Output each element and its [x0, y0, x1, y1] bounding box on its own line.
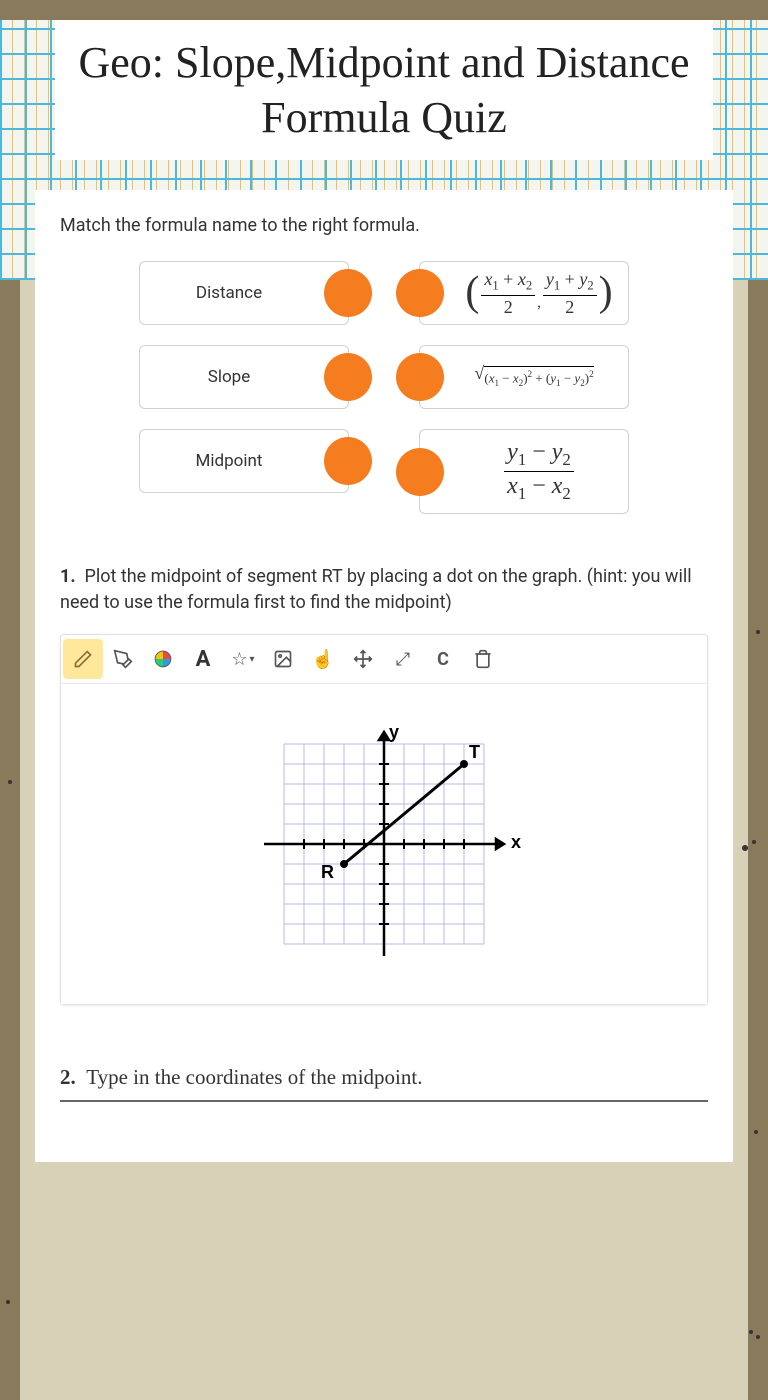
match-item-midpoint[interactable]: Midpoint: [139, 429, 349, 493]
point-t-label: T: [469, 742, 480, 763]
match-formula-distance[interactable]: √ (x1 − x2)2 + (y1 − y2)2: [419, 345, 629, 409]
connector-dot[interactable]: [396, 448, 444, 496]
color-wheel-icon[interactable]: [143, 639, 183, 679]
drawing-canvas-tool: A ☆▾ ☝ ⤢ C: [60, 634, 708, 1005]
match-prompt: Match the formula name to the right form…: [60, 215, 708, 236]
title-card: Geo: Slope,Midpoint and Distance Formula…: [55, 20, 713, 160]
match-left-column: Distance Slope Midpoint: [139, 261, 349, 514]
trash-icon[interactable]: [463, 639, 503, 679]
connector-dot[interactable]: [396, 353, 444, 401]
question-text: Plot the midpoint of segment RT by placi…: [60, 566, 692, 613]
match-area: Distance Slope Midpoint ( x1 + x22 , y1 …: [60, 261, 708, 514]
connector-dot[interactable]: [324, 353, 372, 401]
content-area: Match the formula name to the right form…: [35, 190, 733, 1162]
redo-icon[interactable]: C: [423, 639, 463, 679]
formula-display: ( x1 + x22 , y1 + y22 ): [465, 270, 612, 315]
match-item-slope[interactable]: Slope: [139, 345, 349, 409]
question-number: 1.: [60, 566, 76, 587]
drawing-canvas[interactable]: y x R T: [61, 684, 707, 1004]
match-label: Midpoint: [196, 451, 263, 471]
hand-icon[interactable]: ☝: [303, 639, 343, 679]
pencil-icon[interactable]: [63, 639, 103, 679]
formula-display: y1 − y2x1 − x2: [504, 440, 574, 502]
question-1: 1. Plot the midpoint of segment RT by pl…: [60, 564, 708, 616]
match-right-column: ( x1 + x22 , y1 + y22 ) √ (x1 − x2)2 + (…: [419, 261, 629, 514]
move-icon[interactable]: [343, 639, 383, 679]
x-axis-label: x: [511, 832, 521, 853]
match-formula-slope[interactable]: y1 − y2x1 − x2: [419, 429, 629, 514]
question-text: Type in the coordinates of the midpoint.: [86, 1065, 422, 1089]
connector-dot[interactable]: [324, 269, 372, 317]
expand-icon[interactable]: ⤢: [383, 639, 423, 679]
question-2: 2. Type in the coordinates of the midpoi…: [60, 1065, 708, 1102]
match-label: Slope: [208, 367, 250, 387]
page-title: Geo: Slope,Midpoint and Distance Formula…: [75, 35, 693, 145]
text-icon[interactable]: A: [183, 639, 223, 679]
point-r-label: R: [321, 862, 334, 883]
match-label: Distance: [196, 283, 262, 303]
coordinate-graph: y x R T: [239, 724, 529, 964]
match-formula-midpoint[interactable]: ( x1 + x22 , y1 + y22 ): [419, 261, 629, 325]
connector-dot[interactable]: [324, 437, 372, 485]
connector-dot[interactable]: [396, 269, 444, 317]
match-item-distance[interactable]: Distance: [139, 261, 349, 325]
star-icon[interactable]: ☆▾: [223, 639, 263, 679]
formula-display: √ (x1 − x2)2 + (y1 − y2)2: [484, 366, 593, 388]
y-axis-label: y: [389, 722, 399, 743]
question-number: 2.: [60, 1065, 76, 1089]
pen-icon[interactable]: [103, 639, 143, 679]
canvas-toolbar: A ☆▾ ☝ ⤢ C: [61, 635, 707, 684]
image-icon[interactable]: [263, 639, 303, 679]
